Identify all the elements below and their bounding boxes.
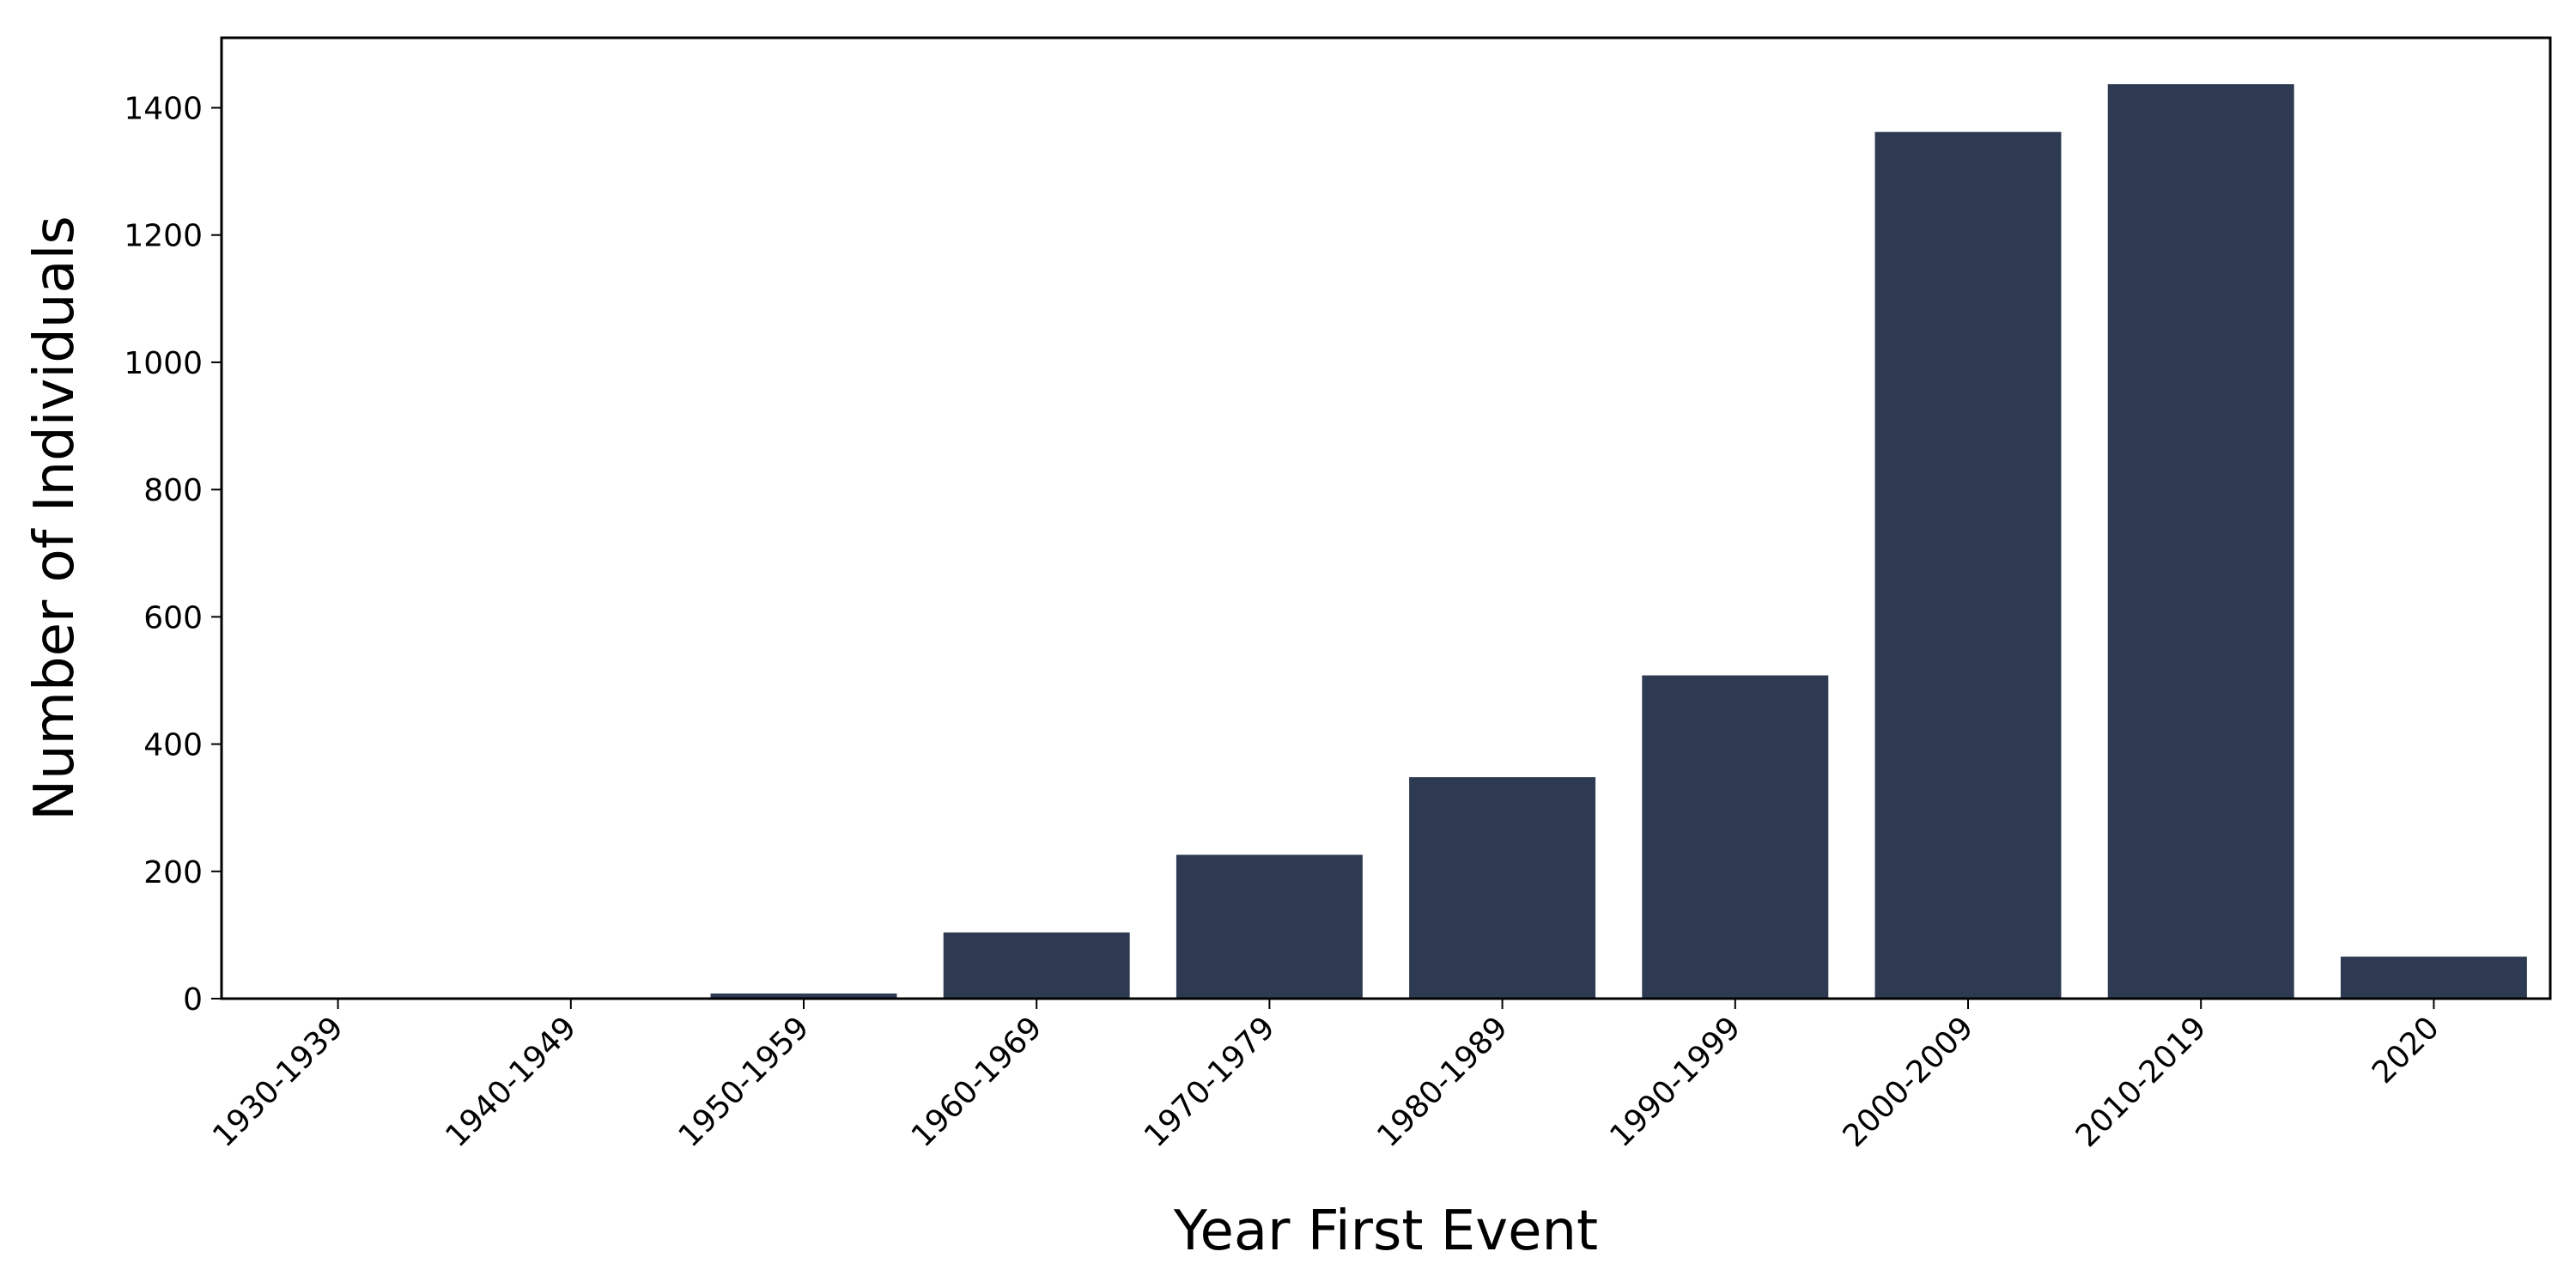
x-tick-label: 2000-2009 xyxy=(1837,1010,1981,1154)
y-tick-label: 600 xyxy=(143,600,203,635)
plot-frame xyxy=(220,36,2552,1000)
bar-2000-2009 xyxy=(1874,131,2062,999)
bars-group xyxy=(245,84,2527,999)
x-tick-label: 2010-2019 xyxy=(2069,1010,2214,1154)
x-tick-label: 1970-1979 xyxy=(1138,1010,1282,1154)
x-tick-label: 1980-1989 xyxy=(1370,1010,1515,1154)
bar-1950-1959 xyxy=(710,993,897,999)
y-tick-label: 1000 xyxy=(124,346,203,381)
bar-1990-1999 xyxy=(1642,675,1829,999)
x-ticks-group: 1930-1939 1940-1949 1950-1959 1960-1969 1970… xyxy=(206,999,2446,1154)
bar-1980-1989 xyxy=(1409,777,1596,999)
y-tick-label: 800 xyxy=(143,473,203,508)
bar-2020 xyxy=(2340,957,2527,999)
y-tick-label: 200 xyxy=(143,855,203,890)
x-tick-label: 1940-1949 xyxy=(439,1010,583,1154)
y-tick-label: 1200 xyxy=(124,219,203,254)
x-tick-label: 2020 xyxy=(2366,1010,2446,1091)
y-tick-label: 1400 xyxy=(124,92,203,127)
y-axis-title: Number of Individuals xyxy=(23,216,87,821)
y-tick-label: 400 xyxy=(143,728,203,763)
bar-2010-2019 xyxy=(2107,84,2294,999)
bar-1960-1969 xyxy=(943,932,1130,999)
y-ticks-group: 0 200 400 600 800 1000 1200 1400 xyxy=(124,92,222,1018)
y-tick-label: 0 xyxy=(183,982,203,1018)
bar-1970-1979 xyxy=(1176,854,1363,999)
x-tick-label: 1960-1969 xyxy=(905,1010,1049,1154)
x-tick-label: 1990-1999 xyxy=(1603,1010,1747,1154)
x-tick-label: 1950-1959 xyxy=(672,1010,817,1154)
x-axis-title: Year First Event xyxy=(1173,1200,1598,1263)
x-tick-label: 1930-1939 xyxy=(206,1010,350,1154)
